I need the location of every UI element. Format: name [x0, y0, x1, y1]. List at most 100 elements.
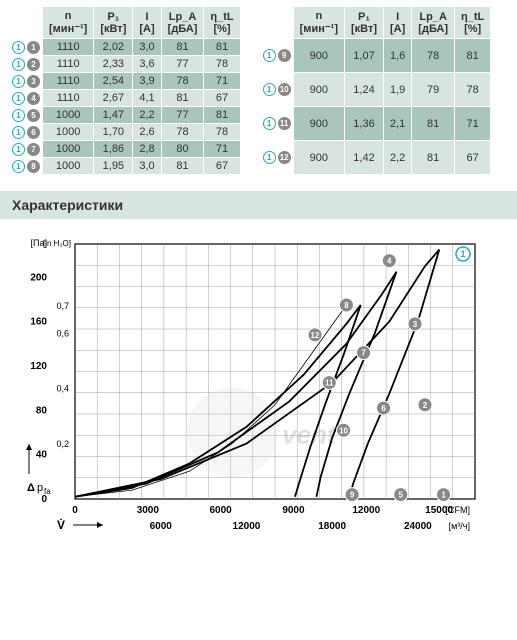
svg-text:0,7: 0,7 — [56, 301, 69, 311]
cell-n: 900 — [293, 39, 344, 73]
cell-eta: 71 — [204, 141, 240, 158]
cell-i: 3,0 — [133, 39, 161, 56]
table-row: 16 1000 1,70 2,6 78 78 — [10, 124, 240, 141]
marker-index-icon: 5 — [27, 109, 40, 122]
cell-i: 4,1 — [133, 90, 161, 107]
svg-text:p: p — [37, 482, 43, 494]
cell-i: 2,1 — [384, 107, 412, 141]
marker-outline-icon: 1 — [12, 109, 25, 122]
svg-text:160: 160 — [30, 317, 47, 328]
cell-p1: 2,33 — [94, 56, 133, 73]
tables-container: n[мин⁻¹] P₁[кВт] I[A] Lp_A[дБА] η_tL[%] … — [0, 0, 517, 181]
header-i: I[A] — [384, 7, 412, 39]
svg-text:8: 8 — [344, 301, 349, 310]
cell-eta: 71 — [204, 73, 240, 90]
cell-eta: 81 — [204, 39, 240, 56]
table-row: 13 1110 2,54 3,9 78 71 — [10, 73, 240, 90]
cell-lpa: 77 — [161, 56, 204, 73]
header-n: n[мин⁻¹] — [43, 7, 94, 39]
svg-text:7: 7 — [361, 349, 366, 358]
data-table-right: n[мин⁻¹] P₁[кВт] I[A] Lp_A[дБА] η_tL[%] … — [261, 6, 492, 175]
svg-text:10: 10 — [339, 426, 348, 435]
cell-eta: 81 — [455, 39, 491, 73]
cell-p1: 1,36 — [344, 107, 383, 141]
svg-text:4: 4 — [387, 257, 392, 266]
cell-n: 1110 — [43, 56, 94, 73]
performance-chart: 04080120160200[Па]0,20,40,60,7[in H₂O]Δp… — [15, 229, 495, 559]
svg-text:11: 11 — [325, 379, 334, 388]
marker-outline-icon: 1 — [12, 126, 25, 139]
svg-text:[м³/ч]: [м³/ч] — [449, 521, 470, 531]
header-i: I[A] — [133, 7, 161, 39]
svg-text:3: 3 — [413, 320, 418, 329]
cell-lpa: 81 — [412, 107, 455, 141]
svg-text:40: 40 — [36, 450, 48, 461]
marker-outline-icon: 1 — [263, 117, 276, 130]
svg-text:9: 9 — [350, 491, 355, 500]
cell-i: 3,9 — [133, 73, 161, 90]
svg-text:0,2: 0,2 — [56, 439, 69, 449]
cell-lpa: 81 — [161, 90, 204, 107]
svg-text:[in H₂O]: [in H₂O] — [43, 239, 71, 248]
cell-lpa: 78 — [412, 39, 455, 73]
svg-text:120: 120 — [30, 361, 47, 372]
cell-p1: 1,86 — [94, 141, 133, 158]
table-row: 12 1110 2,33 3,6 77 78 — [10, 56, 240, 73]
cell-p1: 2,02 — [94, 39, 133, 56]
header-lpa: Lp_A[дБА] — [161, 7, 204, 39]
svg-text:2: 2 — [423, 401, 428, 410]
marker-outline-icon: 1 — [12, 41, 25, 54]
header-p1: P₁[кВт] — [344, 7, 383, 39]
svg-text:1: 1 — [441, 491, 446, 500]
cell-lpa: 79 — [412, 73, 455, 107]
cell-eta: 67 — [204, 90, 240, 107]
cell-n: 900 — [293, 107, 344, 141]
cell-i: 3,0 — [133, 158, 161, 175]
section-title: Характеристики — [0, 191, 517, 219]
marker-outline-icon: 1 — [12, 92, 25, 105]
svg-text:[CFM]: [CFM] — [446, 505, 471, 515]
svg-text:V̇: V̇ — [57, 517, 65, 532]
cell-p1: 2,54 — [94, 73, 133, 90]
table-row: 19 900 1,07 1,6 78 81 — [261, 39, 491, 73]
svg-text:12000: 12000 — [233, 521, 261, 532]
marker-outline-icon: 1 — [12, 143, 25, 156]
cell-lpa: 78 — [161, 73, 204, 90]
marker-index-icon: 8 — [27, 160, 40, 173]
cell-n: 1000 — [43, 158, 94, 175]
cell-p1: 2,67 — [94, 90, 133, 107]
cell-n: 1000 — [43, 141, 94, 158]
cell-eta: 71 — [455, 107, 491, 141]
cell-p1: 1,95 — [94, 158, 133, 175]
cell-lpa: 80 — [161, 141, 204, 158]
cell-eta: 67 — [455, 141, 491, 175]
blank-header — [261, 7, 294, 39]
svg-text:fa: fa — [44, 487, 51, 496]
header-lpa: Lp_A[дБА] — [412, 7, 455, 39]
cell-lpa: 81 — [412, 141, 455, 175]
marker-index-icon: 9 — [278, 49, 291, 62]
svg-text:80: 80 — [36, 405, 48, 416]
cell-i: 2,6 — [133, 124, 161, 141]
cell-p1: 1,47 — [94, 107, 133, 124]
cell-n: 1110 — [43, 39, 94, 56]
cell-p1: 1,70 — [94, 124, 133, 141]
cell-eta: 78 — [204, 56, 240, 73]
cell-n: 1110 — [43, 90, 94, 107]
svg-text:6000: 6000 — [150, 521, 173, 532]
header-n: n[мин⁻¹] — [293, 7, 344, 39]
cell-eta: 78 — [204, 124, 240, 141]
marker-index-icon: 2 — [27, 58, 40, 71]
cell-eta: 67 — [204, 158, 240, 175]
cell-n: 900 — [293, 141, 344, 175]
svg-text:9000: 9000 — [282, 505, 305, 516]
svg-text:0: 0 — [72, 505, 78, 516]
cell-p1: 1,07 — [344, 39, 383, 73]
svg-text:Δ: Δ — [27, 482, 35, 494]
cell-i: 1,6 — [384, 39, 412, 73]
cell-i: 1,9 — [384, 73, 412, 107]
marker-index-icon: 10 — [278, 83, 291, 96]
marker-outline-icon: 1 — [12, 58, 25, 71]
cell-n: 1000 — [43, 124, 94, 141]
table-row: 18 1000 1,95 3,0 81 67 — [10, 158, 240, 175]
